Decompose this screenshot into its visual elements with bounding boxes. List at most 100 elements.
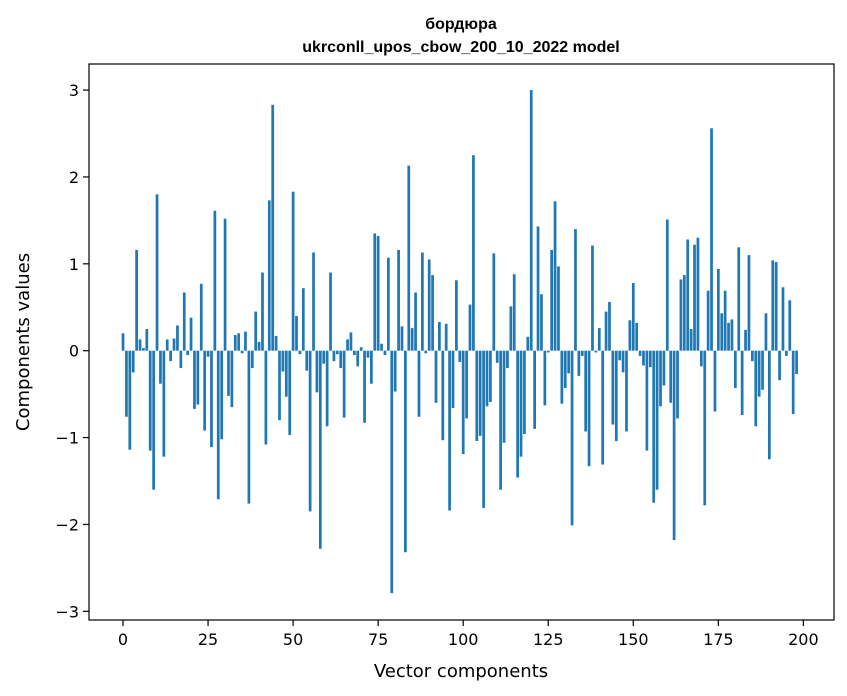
bar <box>601 350 605 465</box>
bar <box>244 331 247 351</box>
bar <box>322 350 326 364</box>
bar <box>369 350 373 384</box>
bar <box>761 350 764 390</box>
bar <box>567 350 571 374</box>
bar <box>318 350 322 549</box>
bar <box>570 350 574 526</box>
bar <box>233 335 237 351</box>
bar <box>349 332 353 351</box>
bar <box>455 280 458 351</box>
bar <box>740 350 744 415</box>
bar <box>247 350 251 504</box>
bar <box>662 350 666 386</box>
bar <box>591 245 594 351</box>
bar <box>390 350 394 594</box>
bar <box>614 350 618 442</box>
chart-title: бордюра <box>425 16 497 33</box>
x-tick-label: 75 <box>368 630 388 649</box>
bar <box>407 165 411 351</box>
bar <box>237 333 241 351</box>
bar <box>472 155 475 351</box>
bar <box>655 350 659 490</box>
bar <box>774 262 778 351</box>
bar <box>131 350 135 373</box>
bar <box>475 350 479 442</box>
bar <box>257 342 261 351</box>
bar <box>519 350 523 457</box>
bar <box>550 249 554 351</box>
bar <box>723 290 727 351</box>
bar <box>621 350 625 373</box>
bar <box>162 350 166 457</box>
bar <box>781 287 785 351</box>
bar <box>754 350 758 427</box>
bar <box>645 350 649 451</box>
y-tick-label: 0 <box>69 342 79 361</box>
bar <box>417 350 421 417</box>
y-tick-label: −3 <box>55 602 79 621</box>
bar <box>325 350 329 427</box>
bar <box>737 247 741 351</box>
bar <box>424 350 428 354</box>
bar <box>608 302 611 351</box>
x-tick-label: 150 <box>618 630 649 649</box>
y-tick-label: −1 <box>55 429 79 448</box>
x-tick-label: 200 <box>788 630 819 649</box>
bar <box>540 294 543 351</box>
bar <box>410 328 414 351</box>
bar <box>495 350 499 363</box>
bar <box>261 272 264 351</box>
bar <box>523 350 526 435</box>
bar <box>213 210 217 351</box>
bar <box>189 317 193 351</box>
bar <box>267 200 271 351</box>
bar <box>703 350 707 506</box>
bar <box>135 249 138 351</box>
bar <box>642 350 645 366</box>
bar <box>387 257 390 351</box>
bar <box>713 350 717 412</box>
bar <box>380 343 383 351</box>
bar <box>635 322 639 351</box>
bar <box>356 350 360 367</box>
bar <box>669 350 673 403</box>
bar <box>421 252 424 351</box>
bar <box>383 350 387 356</box>
bar <box>264 350 268 445</box>
bar <box>526 336 530 351</box>
bar <box>376 236 380 351</box>
bar <box>512 274 516 351</box>
bar <box>441 350 445 441</box>
bar <box>305 350 309 371</box>
bar <box>393 350 397 392</box>
bar <box>720 313 724 351</box>
bar <box>335 350 339 355</box>
bar <box>179 350 183 369</box>
bar <box>400 326 404 351</box>
bar <box>499 350 502 490</box>
bar <box>482 350 485 508</box>
x-axis-ticks: 0 25 50 75 100 125 150 175 200 <box>118 620 819 649</box>
y-axis-ticks: −3 −2 −1 0 1 2 3 <box>55 81 89 621</box>
bar <box>206 350 210 357</box>
bar <box>404 350 407 553</box>
bar <box>182 292 186 351</box>
bar <box>240 350 244 354</box>
bar <box>271 104 275 351</box>
bar <box>563 350 567 389</box>
bar <box>764 313 768 351</box>
plot-frame <box>88 63 835 621</box>
bar <box>757 350 761 397</box>
x-tick-label: 25 <box>198 630 218 649</box>
bar <box>288 350 292 435</box>
x-tick-label: 0 <box>118 630 128 649</box>
bar <box>706 290 710 351</box>
bar <box>339 350 343 369</box>
bar <box>747 255 751 351</box>
bar <box>574 229 577 351</box>
bar <box>227 350 230 396</box>
bar <box>121 333 125 351</box>
bar <box>291 191 295 351</box>
bar <box>771 260 775 351</box>
